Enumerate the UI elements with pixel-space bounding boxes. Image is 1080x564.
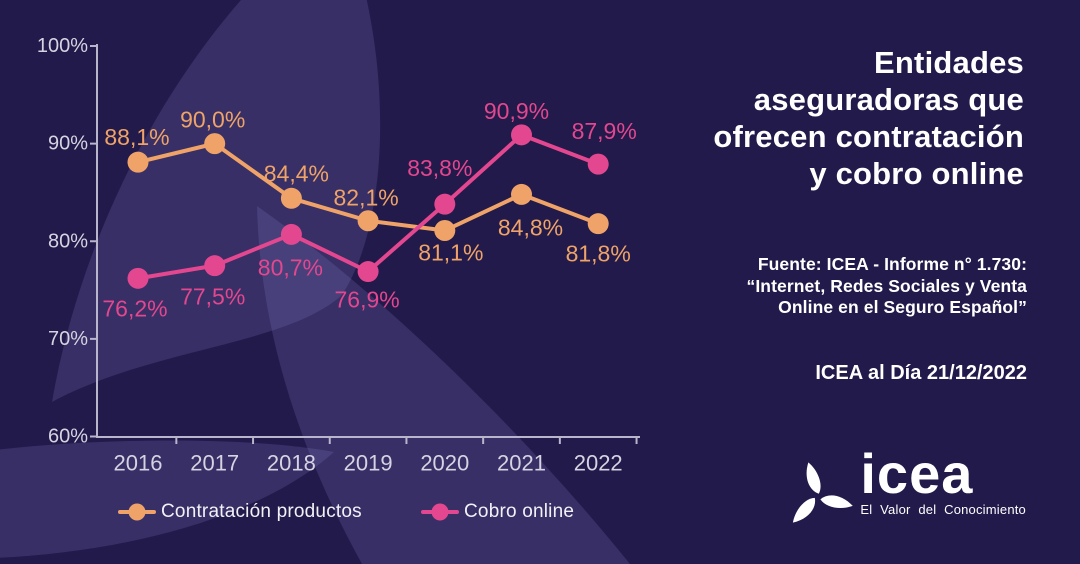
x-category-label: 2019: [344, 451, 393, 476]
data-label-0-5: 84,8%: [498, 214, 563, 240]
icea-triskelion-icon: [793, 462, 854, 523]
title-line: ofrecen contratación: [713, 119, 1024, 154]
x-category-label: 2018: [267, 451, 316, 476]
data-point-0-3: [357, 210, 379, 232]
data-label-1-3: 76,9%: [334, 287, 399, 313]
legend-item-contratacion: Contratación productos: [118, 501, 362, 523]
data-point-1-5: [511, 124, 532, 146]
data-point-1-1: [204, 255, 226, 277]
data-label-0-1: 90,0%: [180, 107, 245, 133]
data-point-1-3: [357, 261, 379, 283]
x-category-label: 2021: [497, 451, 546, 476]
data-label-0-2: 84,4%: [264, 160, 329, 186]
data-label-0-3: 82,1%: [333, 185, 398, 211]
legend-marker-contratacion: [118, 503, 156, 521]
y-tick-label: 70%: [48, 328, 88, 350]
page-title: Entidades aseguradoras que ofrecen contr…: [594, 44, 1024, 192]
data-point-0-1: [204, 133, 226, 155]
data-label-0-4: 81,1%: [418, 240, 483, 266]
x-category-label: 2017: [190, 451, 239, 476]
decor-petal-bottom: [0, 440, 334, 558]
data-point-0-6: [587, 213, 609, 235]
data-label-0-0: 88,1%: [104, 124, 169, 150]
data-point-1-4: [434, 193, 456, 215]
source-note: Fuente: ICEA - Informe n° 1.730: “Intern…: [597, 254, 1027, 319]
y-tick-label: 60%: [48, 426, 88, 448]
legend-label-contratacion: Contratación productos: [161, 501, 362, 522]
logo-tagline: El Valor del Conocimiento: [860, 502, 1026, 517]
data-point-0-5: [511, 183, 532, 205]
data-label-1-2: 80,7%: [258, 254, 323, 280]
data-label-1-1: 77,5%: [180, 284, 245, 310]
source-line: “Internet, Redes Sociales y Venta: [746, 275, 1027, 296]
y-tick-label: 80%: [48, 230, 88, 252]
title-line: y cobro online: [809, 156, 1024, 191]
title-line: Entidades: [874, 45, 1024, 80]
data-label-1-5: 90,9%: [484, 98, 549, 124]
data-label-1-6: 87,9%: [572, 118, 637, 144]
y-tick-label: 90%: [48, 133, 88, 155]
x-category-label: 2020: [420, 451, 469, 476]
legend-dot-icon: [128, 503, 146, 521]
legend-marker-cobro: [421, 503, 459, 521]
x-category-label: 2016: [114, 451, 163, 476]
y-tick-label: 100%: [37, 35, 88, 57]
data-point-0-0: [127, 151, 149, 173]
logo-text-block: icea El Valor del Conocimiento: [860, 442, 1026, 518]
legend-dot-icon: [431, 503, 449, 521]
source-line: Fuente: ICEA - Informe n° 1.730:: [757, 254, 1027, 274]
data-point-1-6: [587, 153, 609, 175]
data-point-0-4: [434, 220, 456, 242]
x-category-label: 2022: [574, 451, 623, 476]
title-line: aseguradoras que: [753, 82, 1024, 117]
data-label-1-4: 83,8%: [407, 155, 472, 181]
legend-item-cobro: Cobro online: [421, 501, 574, 523]
publication-date: ICEA al Día 21/12/2022: [815, 362, 1027, 384]
legend-label-cobro: Cobro online: [464, 501, 575, 522]
logo-wordmark: icea: [860, 442, 974, 505]
data-label-1-0: 76,2%: [102, 295, 167, 321]
icea-logo: icea El Valor del Conocimiento: [781, 442, 1026, 539]
decor-petal-center: [257, 206, 630, 564]
data-label-0-6: 81,8%: [566, 241, 631, 267]
data-point-1-2: [280, 223, 302, 245]
source-line: Online en el Seguro Español”: [778, 297, 1027, 317]
decor-petal-left: [52, 0, 381, 402]
data-point-0-2: [280, 187, 302, 209]
data-point-1-0: [127, 267, 149, 289]
